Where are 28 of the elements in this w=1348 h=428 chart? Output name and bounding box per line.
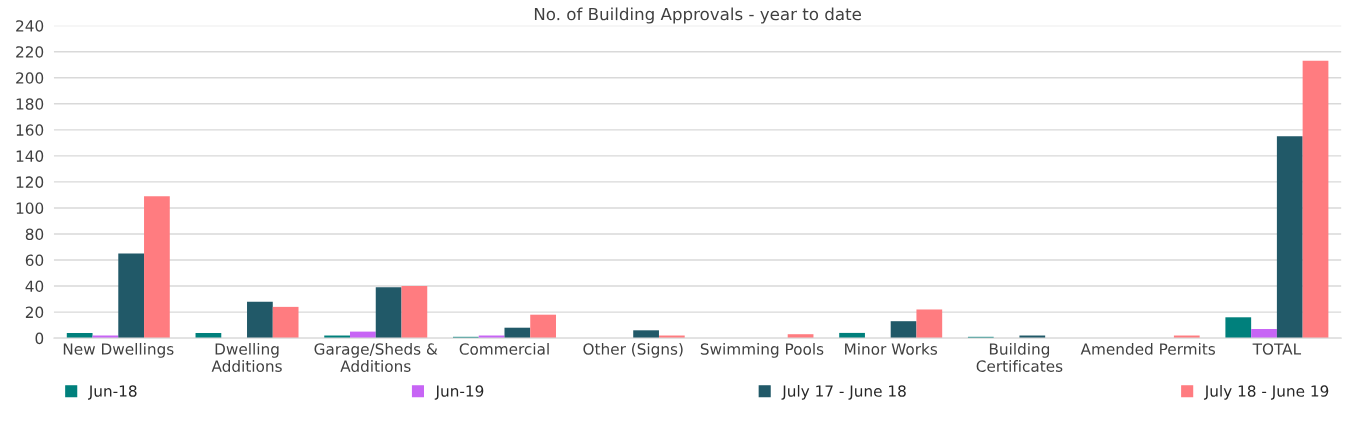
chart-title: No. of Building Approvals - year to date [534, 7, 861, 24]
legend-label: Jun-19 [434, 385, 484, 400]
x-tick-label: Commercial [459, 342, 549, 355]
x-tick-label: Dwelling Additions [211, 342, 282, 372]
y-tick-label: 240 [16, 20, 44, 32]
y-tick-label: 200 [16, 72, 44, 84]
legend-label: Jun-18 [87, 385, 137, 400]
y-tick-label: 180 [16, 98, 44, 110]
y-tick-label: 0 [35, 332, 44, 345]
x-tick-label: Building Certificates [976, 342, 1063, 372]
x-tick-label: Other (Signs) [583, 342, 683, 358]
legend-label: July 18 - June 19 [1203, 384, 1329, 400]
y-tick-label: 120 [16, 176, 44, 188]
y-tick-label: 160 [16, 124, 44, 136]
x-tick-label: Garage/Sheds & Additions [314, 342, 438, 372]
y-tick-label: 40 [25, 280, 44, 293]
y-tick-label: 140 [16, 150, 44, 162]
x-tick-label: Swimming Pools [700, 342, 824, 358]
y-tick-label: 80 [25, 228, 44, 240]
x-tick-label: Amended Permits [1080, 342, 1216, 355]
y-tick-label: 100 [16, 202, 44, 214]
x-tick-label: TOTAL [1252, 343, 1302, 355]
x-tick-label: New Dwellings [63, 342, 174, 358]
y-tick-label: 20 [25, 306, 44, 319]
y-tick-label: 220 [16, 46, 44, 58]
y-tick-label: 60 [25, 254, 44, 267]
legend-label: July 17 - June 18 [781, 384, 906, 400]
x-tick-label: Minor Works [845, 342, 938, 355]
